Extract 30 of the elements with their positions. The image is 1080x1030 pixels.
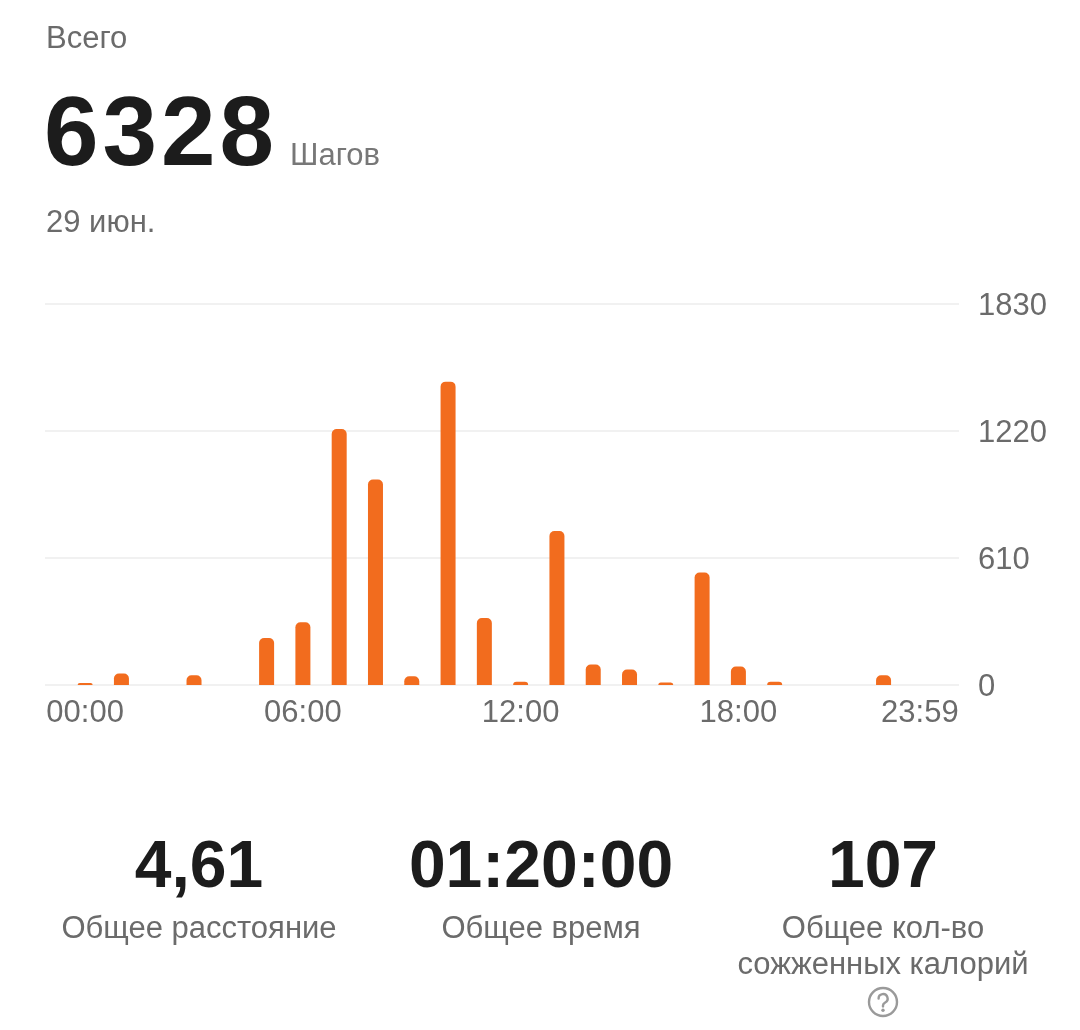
x-tick-label: 12:00 [481, 694, 560, 729]
x-tick-label: 00:00 [46, 694, 124, 729]
bar [259, 637, 275, 685]
text: 107 [827, 827, 939, 901]
x-tick-label: 23:59 [881, 694, 959, 729]
text: Общее время [441, 910, 641, 945]
bar [585, 664, 601, 685]
chart-title: Всего [46, 20, 128, 55]
y-tick-label: 610 [978, 540, 1030, 576]
y-tick-label: 1830 [978, 286, 1047, 322]
text: Общее расстояние [61, 910, 337, 945]
y-tick-label: 0 [978, 667, 996, 703]
bar [367, 479, 383, 685]
chart-subtitle: 29 июн. [46, 204, 156, 239]
bar [440, 381, 456, 685]
bar [331, 428, 347, 685]
bar [549, 530, 565, 685]
bar [622, 669, 638, 685]
bar [730, 666, 746, 685]
x-tick-label: 06:00 [264, 694, 342, 729]
bar [476, 617, 492, 685]
text: 4,61 [134, 827, 264, 901]
text: Шагов [290, 137, 381, 172]
x-tick-label: 18:00 [699, 694, 778, 729]
text: Общее кол-во сожженных калорий [737, 910, 1029, 981]
text: 6328 [44, 76, 279, 186]
bar [694, 572, 710, 685]
text: 01:20:00 [408, 827, 674, 901]
y-tick-label: 1220 [978, 413, 1047, 449]
bar [295, 622, 311, 685]
